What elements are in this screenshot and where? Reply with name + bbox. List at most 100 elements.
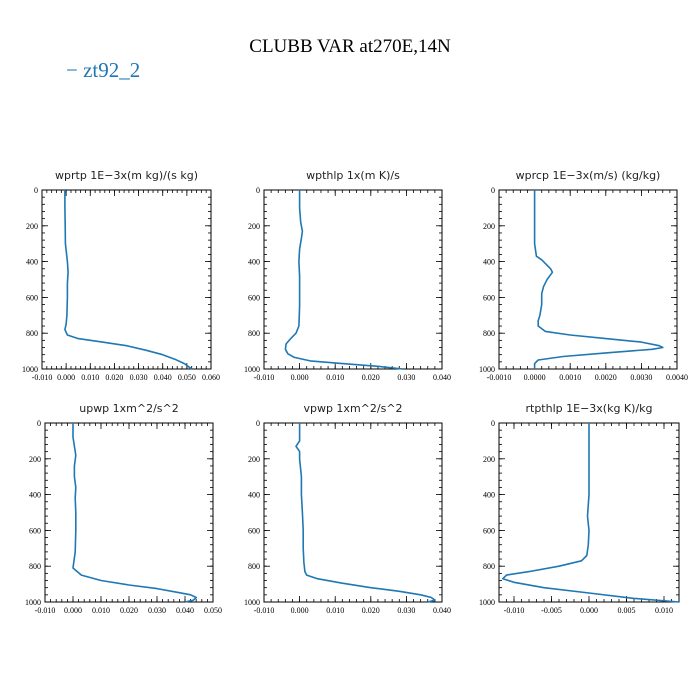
y-tick-label: 1000 [244,365,260,374]
legend: − zt92_2 [66,58,140,83]
x-tick-label: 0.040 [154,373,172,382]
x-tick-label: 0.030 [148,606,166,615]
x-tick-label: 0.030 [130,373,148,382]
series-line [533,190,664,369]
x-tick-label: -0.010 [32,373,53,382]
x-tick-label: 0.010 [92,606,110,615]
x-tick-label: 0.020 [362,606,380,615]
x-tick-label: 0.040 [433,373,451,382]
y-tick-label: 600 [248,526,260,535]
x-tick-label: 0.0030 [630,373,652,382]
panel-title: rtpthlp 1E−3x(kg K)/kg [525,402,652,415]
x-tick-label: 0.0000 [524,373,546,382]
y-tick-label: 800 [483,562,495,571]
y-tick-label: 200 [248,455,260,464]
y-tick-label: 0 [256,186,260,195]
x-tick-label: -0.0010 [487,373,512,382]
series-line [284,190,403,370]
x-tick-label: 0.030 [397,606,415,615]
plot-frame [41,189,212,370]
plot-frame [498,189,678,370]
x-tick-label: -0.010 [254,606,275,615]
y-tick-label: 0 [37,419,41,428]
y-tick-label: 600 [248,293,260,302]
y-tick-label: 1000 [25,598,41,607]
panel-6: rtpthlp 1E−3x(kg K)/kg -0.010 -0.005 0.000 0… [479,402,680,615]
x-tick-label: 0.010 [81,373,99,382]
y-tick-label: 0 [34,186,38,195]
x-tick-label: 0.020 [120,606,138,615]
y-tick-label: 200 [29,455,41,464]
y-tick-label: 0 [491,419,495,428]
series-line [501,423,680,603]
panel-title: wprtp 1E−3x(m kg)/(s kg) [55,169,198,182]
plot-frame [263,189,443,370]
y-tick-label: 400 [29,491,41,500]
x-tick-label: 0.060 [202,373,220,382]
legend-series-label: zt92_2 [83,58,141,82]
y-tick-label: 200 [483,455,495,464]
y-tick-label: 400 [248,258,260,267]
y-tick-label: 400 [248,491,260,500]
x-tick-label: 0.050 [178,373,196,382]
x-tick-label: 0.010 [326,373,344,382]
x-tick-label: 0.030 [397,373,415,382]
panel-title: vpwp 1xm^2/s^2 [303,402,402,415]
y-tick-label: 1000 [479,365,495,374]
y-tick-label: 600 [483,293,495,302]
x-tick-label: 0.010 [326,606,344,615]
panel-2: wpthlp 1x(m K)/s -0.010 0.000 0.010 0.020 0.0… [244,169,451,382]
y-tick-label: 200 [248,222,260,231]
panel-title: upwp 1xm^2/s^2 [79,402,179,415]
y-tick-label: 200 [26,222,38,231]
y-tick-label: 800 [248,562,260,571]
y-tick-label: 800 [29,562,41,571]
x-tick-label: 0.000 [57,373,75,382]
y-tick-label: 1000 [244,598,260,607]
series-line [64,190,193,370]
x-tick-label: 0.0010 [559,373,581,382]
y-tick-label: 1000 [22,365,38,374]
y-tick-label: 800 [26,329,38,338]
x-tick-label: 0.000 [580,606,598,615]
y-tick-label: 600 [26,293,38,302]
y-tick-label: 600 [29,526,41,535]
x-tick-label: 0.000 [291,373,309,382]
y-tick-label: 1000 [479,598,495,607]
y-tick-label: 800 [248,329,260,338]
x-tick-label: -0.010 [504,606,525,615]
y-tick-label: 400 [26,258,38,267]
x-tick-label: 0.020 [105,373,123,382]
x-tick-label: 0.020 [362,373,380,382]
x-tick-label: -0.010 [35,606,56,615]
x-tick-label: 0.000 [64,606,82,615]
y-tick-label: 600 [483,526,495,535]
y-tick-label: 400 [483,258,495,267]
x-tick-label: 0.005 [618,606,636,615]
panel-5: vpwp 1xm^2/s^2 -0.010 0.000 0.010 0.020 0.030… [244,402,451,615]
panel-title: wpthlp 1x(m K)/s [306,169,400,182]
x-tick-label: -0.005 [541,606,562,615]
x-tick-label: 0.000 [291,606,309,615]
y-tick-label: 200 [483,222,495,231]
legend-line-marker: − [66,58,78,82]
figure-title: CLUBB VAR at270E,14N [249,36,451,57]
x-tick-label: 0.0020 [595,373,617,382]
x-tick-label: 0.040 [176,606,194,615]
panel-title: wprcp 1E−3x(m/s) (kg/kg) [516,169,661,182]
x-tick-label: -0.010 [254,373,275,382]
y-tick-label: 800 [483,329,495,338]
plot-frame [263,422,443,603]
panel-4: upwp 1xm^2/s^2 -0.010 0.000 0.010 0.020 0.030… [25,402,222,615]
x-tick-label: 0.050 [204,606,222,615]
series-line [295,423,436,603]
panel-3: wprcp 1E−3x(m/s) (kg/kg) -0.0010 0.0000 0.0… [479,169,688,382]
y-tick-label: 0 [491,186,495,195]
series-line [72,423,197,603]
x-tick-label: 0.040 [433,606,451,615]
panel-1: wprtp 1E−3x(m kg)/(s kg) -0.010 0.000 0.010… [22,169,220,382]
y-tick-label: 400 [483,491,495,500]
x-tick-label: 0.0040 [666,373,688,382]
plot-frame [44,422,214,603]
